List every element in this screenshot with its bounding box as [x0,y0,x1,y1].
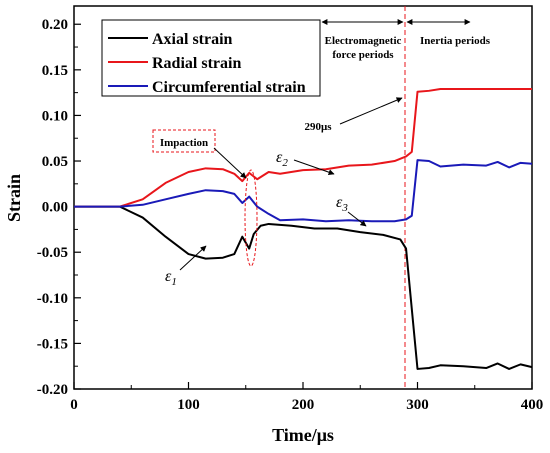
eps3-label: ε3 [336,194,348,214]
legend-label-radial: Radial strain [152,55,241,72]
y-tick-label-1: -0.15 [37,336,68,352]
period-annotations: Electromagnetic force periods Inertia pe… [304,19,491,133]
y-tick-label-5: 0.05 [42,154,68,170]
t290-label: 290μs [304,121,332,133]
eps1-subscript: 1 [171,276,177,288]
legend: Axial strain Radial strain Circumferenti… [101,19,321,97]
eps1-symbol: ε [165,268,172,285]
tick-group [73,23,533,390]
eps1-pointer [179,245,207,271]
y-axis-title: Strain [4,174,24,222]
impaction-label: Impaction [160,137,208,149]
y-tick-label-3: -0.05 [37,245,68,261]
em-period-label-line1: Electromagnetic [325,35,402,47]
y-tick-label-7: 0.15 [42,63,68,79]
impaction-pointer [213,147,247,179]
x-tick-label-1: 100 [177,397,200,413]
y-tick-label-8: 0.20 [42,17,68,33]
eps3-pointer [347,211,367,227]
eps2-label: ε2 [276,149,288,169]
inertia-period-label: Inertia periods [420,35,491,47]
eps3-symbol: ε [336,194,343,211]
x-tick-label-3: 300 [406,397,429,413]
tick-label-group: 0 100 200 300 400 -0.20 -0.15 -0.10 -0.05 0.00 0.0… [37,17,544,413]
t290-pointer [339,97,403,125]
series-group [74,87,533,370]
eps3-subscript: 3 [341,202,348,214]
x-tick-label-2: 200 [292,397,315,413]
y-tick-label-6: 0.10 [42,108,68,124]
impaction-ellipse [244,169,258,267]
impaction-annotation: Impaction [152,129,258,267]
x-tick-label-4: 400 [521,397,544,413]
legend-label-circumferential: Circumferential strain [152,79,306,96]
legend-box [101,19,321,97]
impaction-box [152,129,216,153]
y-tick-label-0: -0.20 [37,382,68,398]
eps2-subscript: 2 [282,157,288,169]
series-line-axial-strain [74,205,533,370]
epsilon-labels: ε2 ε3 ε1 [165,149,367,288]
y-tick-label-4: 0.00 [42,200,68,216]
eps1-label: ε1 [165,268,177,288]
x-axis-title: Time/μs [272,425,334,445]
eps2-pointer [293,159,335,176]
eps2-symbol: ε [276,149,283,166]
series-line-radial-strain [74,87,532,208]
y-tick-label-2: -0.10 [37,291,68,307]
em-period-label-line2: force periods [332,49,394,61]
x-tick-label-0: 0 [70,397,78,413]
legend-label-axial: Axial strain [152,31,233,48]
series-line-circumferential-strain [74,159,533,223]
